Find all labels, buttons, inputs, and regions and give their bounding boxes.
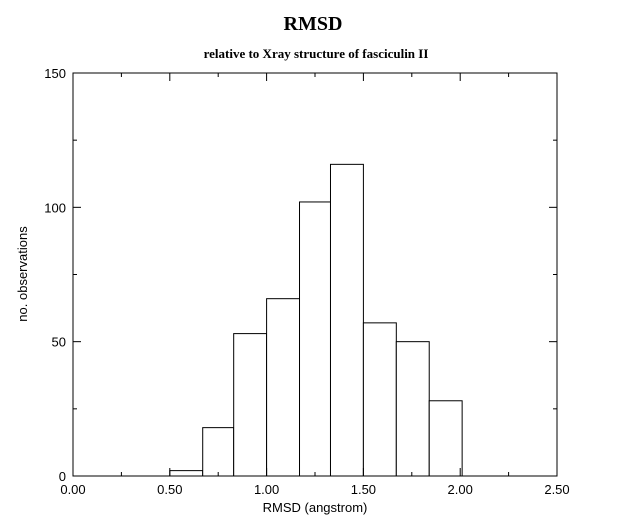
x-tick-label: 0.50 bbox=[157, 482, 182, 497]
histogram-bar-7 bbox=[362, 322, 397, 477]
y-tick-label: 150 bbox=[44, 66, 66, 81]
x-tick-label: 1.50 bbox=[351, 482, 376, 497]
histogram-bar-6 bbox=[329, 163, 364, 477]
x-tick-label: 2.00 bbox=[448, 482, 473, 497]
x-tick-label: 0.00 bbox=[60, 482, 85, 497]
histogram-bar-1 bbox=[169, 470, 204, 477]
plot-frame bbox=[72, 72, 558, 477]
chart-subtitle: relative to Xray structure of fasciculin… bbox=[204, 46, 429, 61]
chart-title: RMSD bbox=[284, 13, 343, 35]
x-tick-label: 1.00 bbox=[254, 482, 279, 497]
ticks-group: 0.00 0.50 1.00 1.50 2.00 2.50 0 50 100 150 bbox=[44, 66, 569, 497]
x-axis-label: RMSD (angstrom) bbox=[263, 500, 368, 515]
histogram-bar-4 bbox=[266, 298, 301, 477]
histogram-bar-3 bbox=[233, 333, 268, 477]
histogram-bar-9 bbox=[428, 400, 463, 477]
histogram-bar-2 bbox=[202, 427, 235, 477]
y-tick-label: 100 bbox=[44, 200, 66, 215]
y-axis-label: no. observations bbox=[15, 226, 30, 322]
histogram-bar-8 bbox=[395, 341, 430, 477]
y-tick-label: 50 bbox=[52, 335, 66, 350]
x-tick-label: 2.50 bbox=[544, 482, 569, 497]
y-tick-label: 0 bbox=[59, 469, 66, 484]
bars-group bbox=[169, 163, 463, 477]
histogram-bar-5 bbox=[299, 201, 331, 477]
